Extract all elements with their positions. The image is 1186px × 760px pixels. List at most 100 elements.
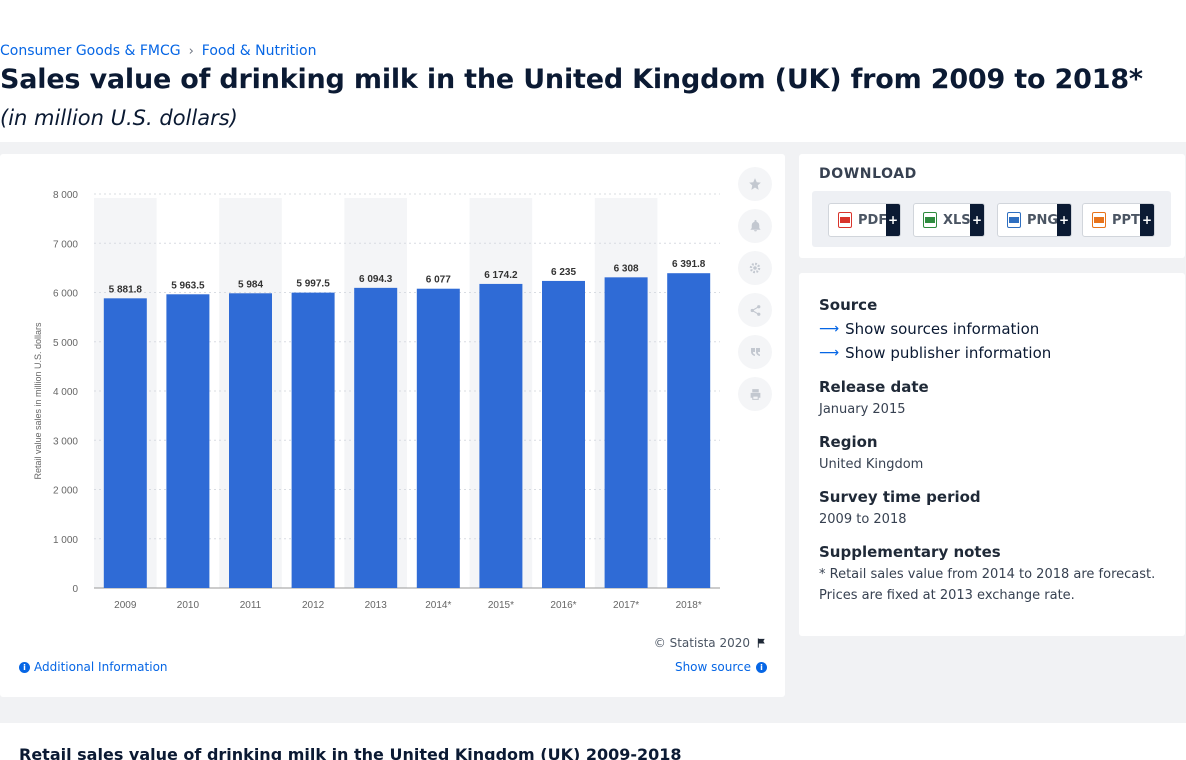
y-tick-label: 7 000	[53, 239, 78, 250]
download-card: DOWNLOAD PDF + XLS + PNG + PPT +	[799, 154, 1185, 258]
arrow-right-icon: ⟶	[819, 321, 840, 337]
bar-value-label: 5 881.8	[109, 284, 143, 295]
bar-value-label: 5 997.5	[296, 279, 330, 290]
survey-period-heading: Survey time period	[819, 488, 981, 506]
bar	[291, 292, 335, 588]
bar-value-label: 6 235	[551, 267, 576, 278]
x-tick-label: 2018*	[676, 600, 702, 611]
ppt-file-icon	[1092, 212, 1106, 228]
bar	[354, 287, 398, 588]
download-buttons: PDF + XLS + PNG + PPT +	[812, 191, 1171, 247]
bell-icon[interactable]	[738, 209, 772, 243]
bar	[166, 294, 210, 588]
download-xls-button[interactable]: XLS +	[913, 203, 985, 237]
arrow-right-icon: ⟶	[819, 345, 840, 361]
header-area	[0, 0, 1186, 142]
region-value: United Kingdom	[819, 457, 924, 472]
x-tick-label: 2010	[177, 600, 200, 611]
xls-file-icon	[923, 212, 937, 228]
info-icon: i	[756, 661, 767, 673]
bar-value-label: 6 174.2	[484, 270, 518, 281]
release-date-heading: Release date	[819, 378, 929, 396]
gear-icon[interactable]	[738, 251, 772, 285]
statistic-info-card: Source ⟶ Show sources information ⟶ Show…	[799, 273, 1185, 636]
download-xls-label: XLS	[943, 212, 971, 228]
bar-value-label: 5 984	[238, 279, 263, 290]
bar-value-label: 6 094.3	[359, 274, 393, 285]
y-tick-label: 3 000	[53, 436, 78, 447]
copyright-text: © Statista 2020	[653, 636, 750, 650]
download-title: DOWNLOAD	[819, 166, 917, 182]
bar-value-label: 6 077	[426, 275, 451, 286]
download-pdf-button[interactable]: PDF +	[828, 203, 901, 237]
source-heading: Source	[819, 296, 878, 314]
quote-icon[interactable]	[738, 335, 772, 369]
y-tick-label: 6 000	[53, 289, 78, 300]
plus-icon: +	[886, 204, 900, 236]
plus-icon: +	[970, 204, 984, 236]
download-png-label: PNG	[1027, 212, 1059, 228]
show-source-link[interactable]: Show source i	[675, 660, 767, 674]
flag-icon[interactable]	[756, 637, 767, 649]
png-file-icon	[1007, 212, 1021, 228]
breadcrumb: Consumer Goods & FMCG › Food & Nutrition	[0, 43, 316, 59]
download-png-button[interactable]: PNG +	[997, 203, 1072, 237]
bar	[604, 277, 648, 588]
download-ppt-button[interactable]: PPT +	[1082, 203, 1155, 237]
x-tick-label: 2015*	[488, 600, 514, 611]
y-tick-label: 0	[72, 584, 78, 595]
region-heading: Region	[819, 433, 878, 451]
x-tick-label: 2013	[365, 600, 388, 611]
show-publisher-link[interactable]: ⟶ Show publisher information	[819, 344, 1051, 362]
plus-icon: +	[1057, 204, 1071, 236]
y-tick-label: 1 000	[53, 535, 78, 546]
survey-period-value: 2009 to 2018	[819, 512, 907, 527]
supplementary-notes-heading: Supplementary notes	[819, 543, 1001, 561]
show-sources-label: Show sources information	[845, 320, 1040, 338]
pdf-file-icon	[838, 212, 852, 228]
page-subtitle: (in million U.S. dollars)	[0, 106, 238, 130]
page-title: Sales value of drinking milk in the Unit…	[0, 64, 1143, 95]
bar-value-label: 5 963.5	[171, 280, 205, 291]
show-publisher-label: Show publisher information	[845, 344, 1052, 362]
x-tick-label: 2011	[240, 600, 262, 611]
breadcrumb-item-food-nutrition[interactable]: Food & Nutrition	[201, 43, 317, 59]
y-axis-title: Retail value sales in million U.S. dolla…	[33, 322, 43, 480]
print-icon[interactable]	[738, 377, 772, 411]
chart-card: 0 1 000 2 000 3 000 4 000 5 000 6 000 7 000 8 00…	[0, 154, 785, 697]
bar	[542, 280, 585, 588]
supplementary-notes-line2: Prices are fixed at 2013 exchange rate.	[819, 588, 1075, 603]
plus-icon: +	[1140, 204, 1154, 236]
additional-information-link[interactable]: i Additional Information	[19, 660, 168, 674]
x-tick-label: 2012	[302, 600, 325, 611]
bar	[416, 288, 460, 588]
bar	[667, 273, 711, 588]
bar-value-label: 6 308	[614, 263, 639, 274]
share-icon[interactable]	[738, 293, 772, 327]
description-title: Retail sales value of drinking milk in t…	[19, 745, 682, 760]
y-tick-label: 4 000	[53, 387, 78, 398]
download-ppt-label: PPT	[1112, 212, 1140, 228]
star-icon[interactable]	[738, 167, 772, 201]
breadcrumb-item-consumer-goods[interactable]: Consumer Goods & FMCG	[0, 43, 181, 59]
x-tick-label: 2016*	[550, 600, 576, 611]
bar-chart: 0 1 000 2 000 3 000 4 000 5 000 6 000 7 000 8 00…	[33, 190, 720, 611]
supplementary-notes-line1: * Retail sales value from 2014 to 2018 a…	[819, 567, 1156, 582]
y-tick-label: 8 000	[53, 190, 78, 201]
show-sources-link[interactable]: ⟶ Show sources information	[819, 320, 1039, 338]
bar	[479, 283, 523, 588]
breadcrumb-separator: ›	[188, 43, 194, 59]
bar	[229, 293, 272, 588]
release-date-value: January 2015	[819, 402, 906, 417]
y-tick-label: 2 000	[53, 486, 78, 497]
x-tick-label: 2009	[114, 600, 137, 611]
x-tick-label: 2017*	[613, 600, 639, 611]
additional-information-label: Additional Information	[34, 660, 168, 674]
description-card: Retail sales value of drinking milk in t…	[0, 723, 1186, 760]
show-source-label: Show source	[674, 660, 751, 674]
bar	[103, 298, 147, 588]
copyright: © Statista 2020	[654, 636, 767, 650]
download-pdf-label: PDF	[858, 212, 888, 228]
x-tick-label: 2014*	[425, 600, 451, 611]
info-icon: i	[19, 661, 30, 673]
